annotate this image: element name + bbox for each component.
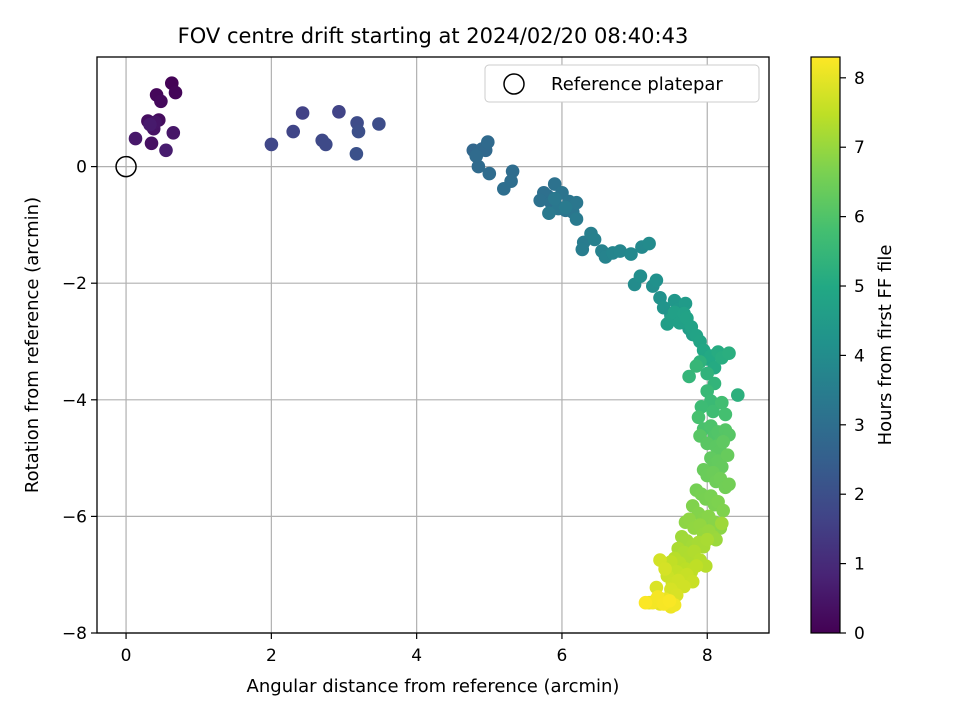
scatter-point [542,206,556,220]
scatter-point [295,106,310,120]
scatter-point [144,136,159,151]
legend-marker [503,73,525,95]
y-tick-label: −4 [62,391,87,411]
scatter-point [332,105,346,119]
scatter-point [575,242,590,257]
scatter-point [569,212,584,226]
colorbar-tick-label: 5 [854,277,865,297]
y-axis-label: Rotation from reference (arcmin) [22,197,43,493]
scatter-point [716,503,730,518]
scatter-point [638,595,653,610]
y-tick-label: −6 [62,507,87,527]
scatter-point [699,559,713,573]
scatter-point [700,532,714,547]
x-tick-label: 8 [702,646,713,666]
colorbar-tick-label: 8 [854,69,865,89]
scatter-point [533,193,547,208]
scatter-point [716,435,730,449]
scatter-point [351,124,366,139]
reference-platepar-marker [115,155,137,178]
scatter-point [624,247,638,261]
scatter-point [558,200,573,215]
scatter-point [694,400,709,414]
x-tick-label: 2 [266,646,277,666]
scatter-points [128,76,745,614]
legend: Reference platepar [484,64,760,103]
scatter-point [286,124,301,139]
y-tick-label: −2 [62,274,87,294]
scatter-point [658,562,672,576]
scatter-point [349,147,364,161]
scatter-point [642,236,656,251]
scatter-point [143,117,157,132]
scatter-point [691,410,706,425]
scatter-point [682,369,696,384]
scatter-point [722,477,736,492]
colorbar-tick-label: 6 [854,208,865,228]
scatter-point [128,131,143,146]
scatter-point [715,395,729,410]
scatter-point [154,94,168,109]
colorbar-label: Hours from first FF file [875,245,896,446]
scatter-point [689,359,704,373]
chart-title: FOV centre drift starting at 2024/02/20 … [178,24,689,48]
colorbar-tick-label: 0 [854,624,865,644]
colorbar-ticks: 0 1 2 3 4 5 6 7 8 [840,69,865,644]
x-tick-label: 4 [411,646,422,666]
x-axis-label: Angular distance from reference (arcmin) [247,676,620,697]
scatter-point [372,117,386,131]
scatter-point [587,232,602,247]
scatter-point [319,137,333,152]
scatter-point [689,559,704,573]
scatter-point [168,85,183,100]
scatter-point [731,388,745,402]
x-tick-label: 0 [121,646,132,666]
colorbar-tick-label: 3 [854,416,865,436]
scatter-point [481,135,495,149]
scatter-point [700,366,714,381]
scatter-point [497,182,511,196]
scatter-point [469,149,484,163]
legend-label: Reference platepar [551,74,723,95]
colorbar-tick-label: 2 [854,485,865,505]
x-axis-ticks: 0 2 4 6 8 [121,633,713,666]
y-tick-label: 0 [76,158,87,178]
scatter-point [159,143,173,158]
y-tick-label: −8 [62,624,87,644]
scatter-point [720,448,735,463]
scatter-point [264,137,279,152]
colorbar-tick-label: 4 [854,346,865,366]
scatter-point [613,244,627,258]
scatter-point [718,407,733,422]
colorbar-tick-label: 7 [854,138,865,158]
scatter-point [471,159,486,174]
scatter-point [547,191,562,206]
colorbar [810,56,841,634]
scatter-point [722,346,736,361]
scatter-point [706,404,720,419]
x-tick-label: 6 [557,646,568,666]
colorbar-tick-label: 1 [854,555,865,575]
y-axis-ticks: 0 −2 −4 −6 −8 [62,158,97,644]
scatter-point [166,126,181,140]
plot-frame [96,56,770,634]
scatter-point [482,166,497,181]
scatter-point [715,516,729,531]
scatter-point [649,273,664,288]
legend-box [484,64,760,103]
scatter-point [662,594,677,608]
scatter-point [633,269,648,284]
grid-lines [97,57,769,634]
scatter-point [569,195,584,210]
